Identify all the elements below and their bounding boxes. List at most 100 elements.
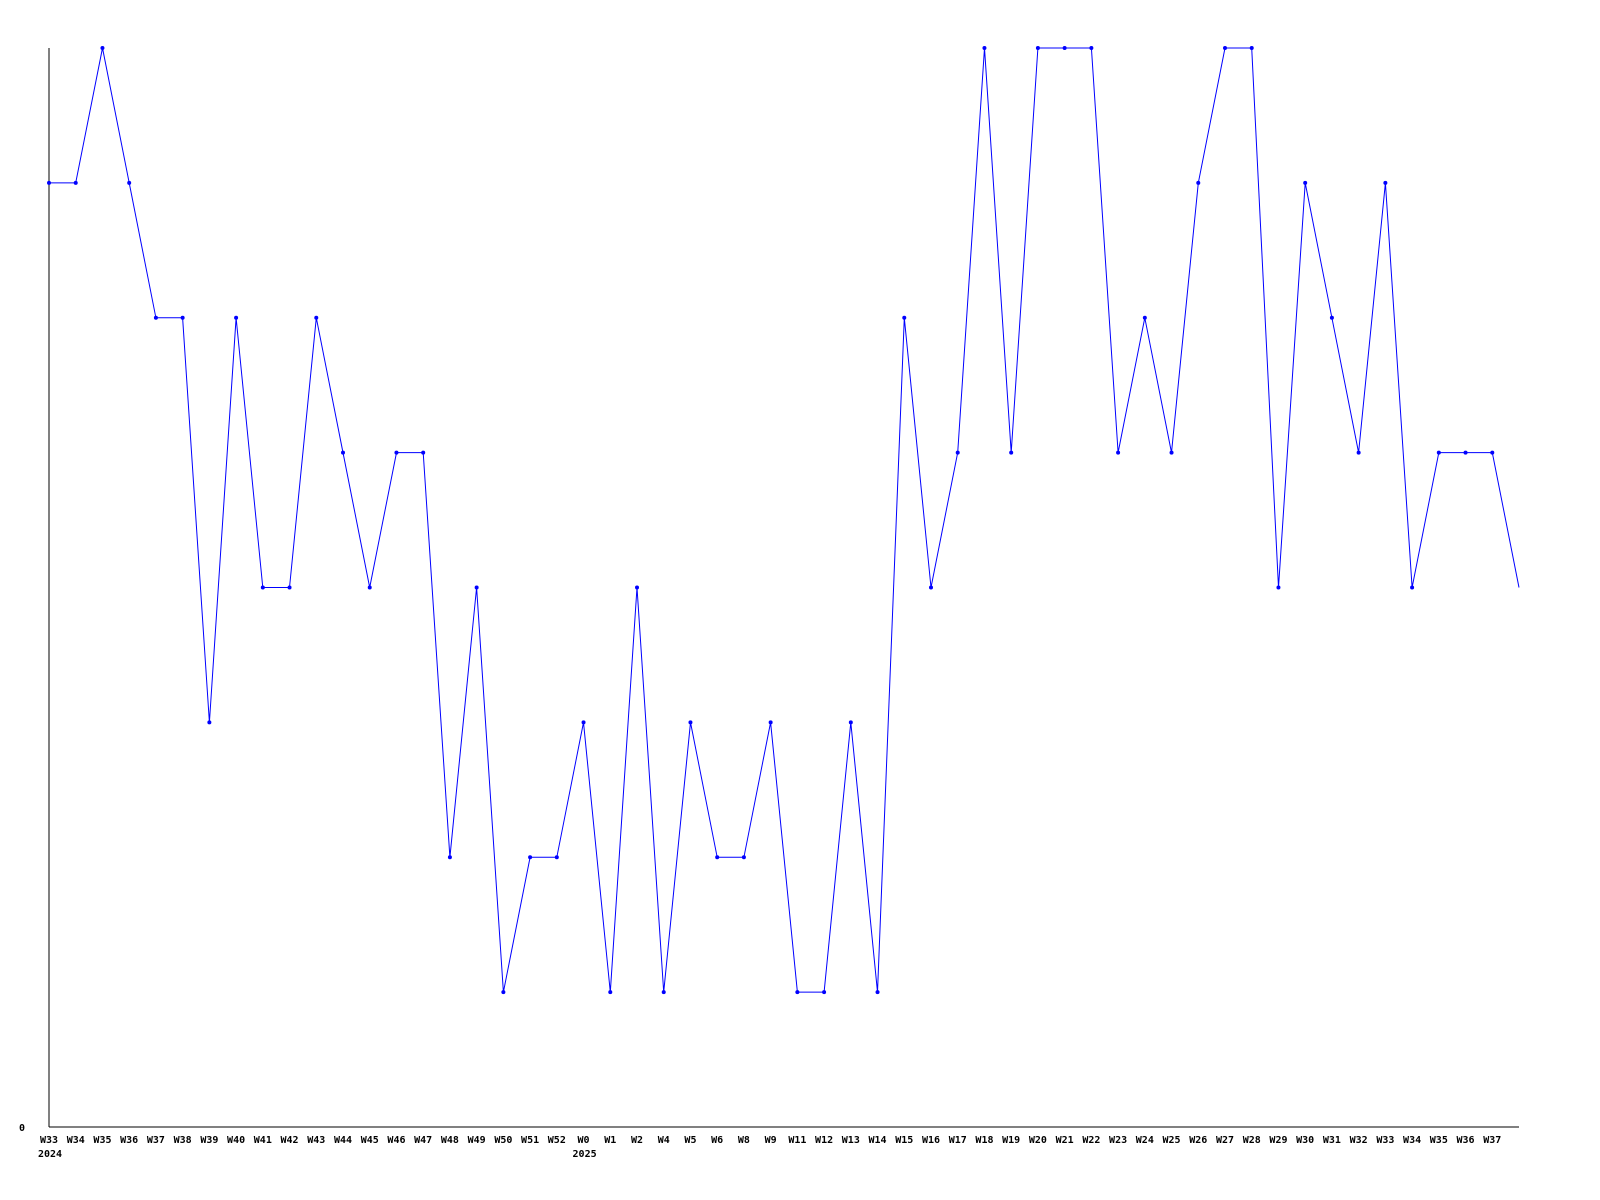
x-tick-label: W47 [414,1135,432,1146]
data-point [955,450,960,455]
x-tick-label: W23 [1109,1135,1127,1146]
data-point [314,315,319,320]
x-year-label: 2025 [573,1149,597,1160]
data-point [421,450,426,455]
x-tick-label: W27 [1216,1135,1234,1146]
data-point [982,46,987,50]
data-point [768,720,773,725]
data-point [795,990,800,995]
x-tick-label: W40 [227,1135,245,1146]
data-point [661,990,666,995]
data-point [341,450,345,455]
x-tick-label: W24 [1136,1135,1154,1146]
x-tick-label: W37 [147,1135,165,1146]
data-point [1089,46,1094,50]
x-tick-label: W9 [765,1135,777,1146]
data-point [73,180,78,185]
x-tick-label: W50 [494,1135,512,1146]
x-tick-label: W46 [387,1135,405,1146]
x-tick-label: W37 [1483,1135,1501,1146]
x-tick-label: W28 [1243,1135,1261,1146]
data-point [635,585,639,590]
x-tick-label: W30 [1296,1135,1314,1146]
data-point [848,720,853,725]
data-point [1463,450,1468,455]
data-point [1356,450,1361,455]
data-point [474,585,479,590]
data-point [394,450,399,455]
data-point [1142,315,1147,320]
x-tick-label: W8 [738,1135,750,1146]
data-point [741,855,746,860]
data-point [902,315,907,320]
x-tick-label: W35 [93,1135,111,1146]
y-tick-label: 0 [19,1123,25,1134]
x-tick-label: W39 [200,1135,218,1146]
data-point [1276,585,1281,590]
x-tick-label: W43 [307,1135,325,1146]
x-tick-label: W17 [949,1135,967,1146]
x-tick-label: W49 [468,1135,486,1146]
data-point [153,315,158,320]
x-tick-label: W1 [604,1135,616,1146]
series-line [49,47,1520,993]
x-year-label: 2024 [38,1149,62,1160]
x-tick-label: W31 [1323,1135,1341,1146]
data-point [180,315,185,320]
data-point [875,990,880,995]
data-point [1249,46,1254,50]
x-tick-label: W48 [441,1135,459,1146]
x-tick-label: W34 [67,1135,85,1146]
x-tick-label: W51 [521,1135,539,1146]
data-point [207,720,212,725]
data-point [447,855,452,860]
data-point [688,720,693,725]
data-point [1383,180,1388,185]
data-point [1116,450,1121,455]
x-tick-label: W16 [922,1135,940,1146]
data-point [1329,315,1334,320]
data-point [528,855,533,860]
data-point [47,180,51,185]
data-point [581,720,586,725]
x-tick-label: W20 [1029,1135,1047,1146]
x-tick-label: W32 [1350,1135,1368,1146]
x-tick-label: W42 [281,1135,299,1146]
data-point [715,855,720,860]
x-tick-label: W4 [658,1135,670,1146]
data-point [1436,450,1441,455]
data-point [1169,450,1174,455]
data-point [501,990,506,995]
x-tick-label: W26 [1189,1135,1207,1146]
x-tick-label: W11 [788,1135,806,1146]
x-tick-label: W5 [684,1135,696,1146]
x-tick-label: W12 [815,1135,833,1146]
x-tick-label: W36 [1457,1135,1475,1146]
data-point [822,990,827,995]
x-tick-label: W13 [842,1135,860,1146]
x-tick-label: W38 [174,1135,192,1146]
data-point [1303,180,1308,185]
data-point [554,855,559,860]
x-tick-label: W19 [1002,1135,1020,1146]
data-point [929,585,933,590]
data-point [1009,450,1014,455]
x-tick-label: W18 [975,1135,993,1146]
x-tick-label: W33 [1376,1135,1394,1146]
data-point [367,585,372,590]
x-tick-label: W21 [1056,1135,1074,1146]
x-tick-label: W34 [1403,1135,1421,1146]
x-tick-label: W14 [869,1135,887,1146]
x-tick-label: W15 [895,1135,913,1146]
x-tick-label: W25 [1163,1135,1181,1146]
data-point [1035,46,1040,50]
x-tick-label: W6 [711,1135,723,1146]
x-tick-label: W22 [1082,1135,1100,1146]
data-point [1062,46,1067,50]
data-point [260,585,265,590]
x-tick-label: W52 [548,1135,566,1146]
x-tick-label: W2 [631,1135,643,1146]
data-point [608,990,613,995]
data-point [127,180,132,185]
x-tick-label: W45 [361,1135,379,1146]
